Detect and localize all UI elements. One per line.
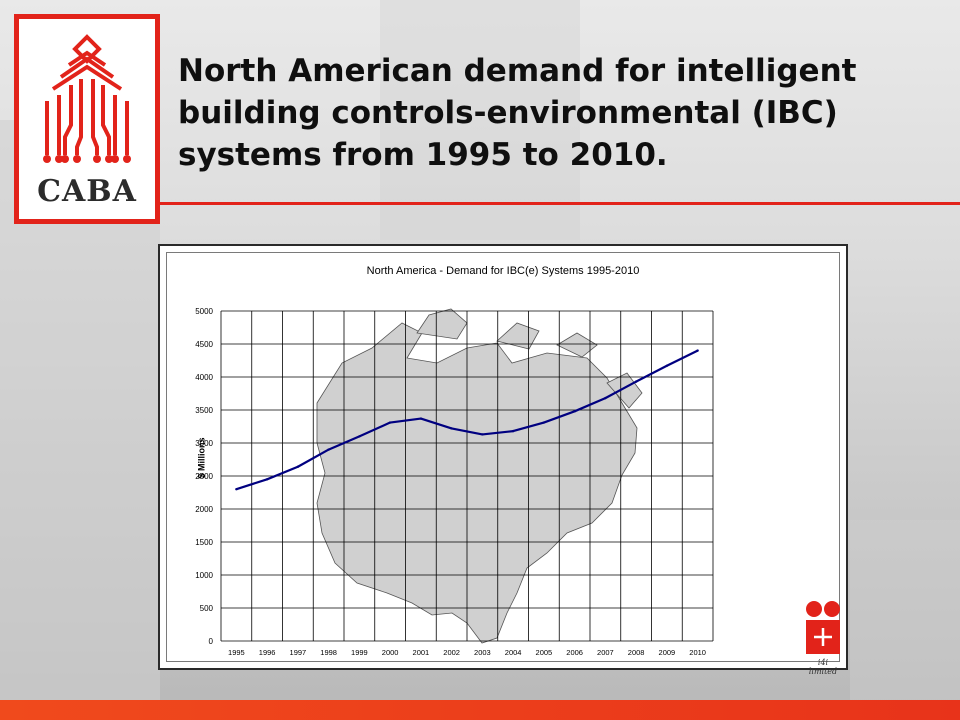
x-tick-label: 1998 [320,648,337,657]
i4i-logo-icon [803,600,843,658]
y-tick-label: 4000 [195,373,213,382]
y-tick-label: 1500 [195,538,213,547]
y-tick-label: 0 [209,637,214,646]
y-tick-label: 500 [200,604,214,613]
y-tick-label: 3000 [195,439,213,448]
data-point-2008 [635,380,637,382]
x-tick-label: 2002 [443,648,460,657]
data-point-2007 [604,397,606,399]
x-tick-label: 2009 [659,648,676,657]
data-point-1996 [266,478,268,480]
data-point-2004 [512,430,514,432]
data-point-2002 [450,427,452,429]
x-tick-label: 2006 [566,648,583,657]
slide-title: North American demand for intelligent bu… [178,50,938,176]
x-tick-label: 1997 [290,648,307,657]
x-tick-label: 2010 [689,648,706,657]
x-tick-label: 1995 [228,648,245,657]
x-tick-label: 2004 [505,648,522,657]
i4i-logo-label: i4i limited [803,658,843,676]
data-point-2003 [481,433,483,435]
title-divider [160,202,960,205]
y-tick-label: 5000 [195,307,213,316]
x-tick-label: 2003 [474,648,491,657]
data-point-1995 [235,488,237,490]
x-tick-label: 1996 [259,648,276,657]
data-point-2000 [389,421,391,423]
data-point-2006 [573,410,575,412]
caba-logo-text: CABA [19,174,155,209]
data-point-2010 [696,349,698,351]
y-tick-label: 4500 [195,340,213,349]
x-tick-label: 2007 [597,648,614,657]
y-tick-label: 2500 [195,472,213,481]
y-tick-label: 1000 [195,571,213,580]
data-point-2009 [666,365,668,367]
data-point-1997 [297,466,299,468]
data-point-2001 [420,417,422,419]
data-point-2005 [543,421,545,423]
x-tick-label: 2008 [628,648,645,657]
data-point-1998 [327,448,329,450]
caba-logo: CABA [14,14,160,224]
data-point-1999 [358,435,360,437]
caba-building-icon [19,25,155,165]
y-tick-label: 3500 [195,406,213,415]
line-chart: 0 500 1000 1500 2000 2500 3000 3500 4000 4500 5000… [167,253,843,665]
y-tick-label: 2000 [195,505,213,514]
x-tick-label: 1999 [351,648,368,657]
x-tick-label: 2001 [413,648,430,657]
background-house-right [850,520,960,700]
i4i-logo: i4i limited [803,600,843,680]
chart-area: North America - Demand for IBC(e) System… [166,252,840,662]
x-tick-label: 2000 [382,648,399,657]
bottom-accent-bar [0,700,960,720]
chart-frame: North America - Demand for IBC(e) System… [158,244,848,670]
x-tick-label: 2005 [536,648,553,657]
